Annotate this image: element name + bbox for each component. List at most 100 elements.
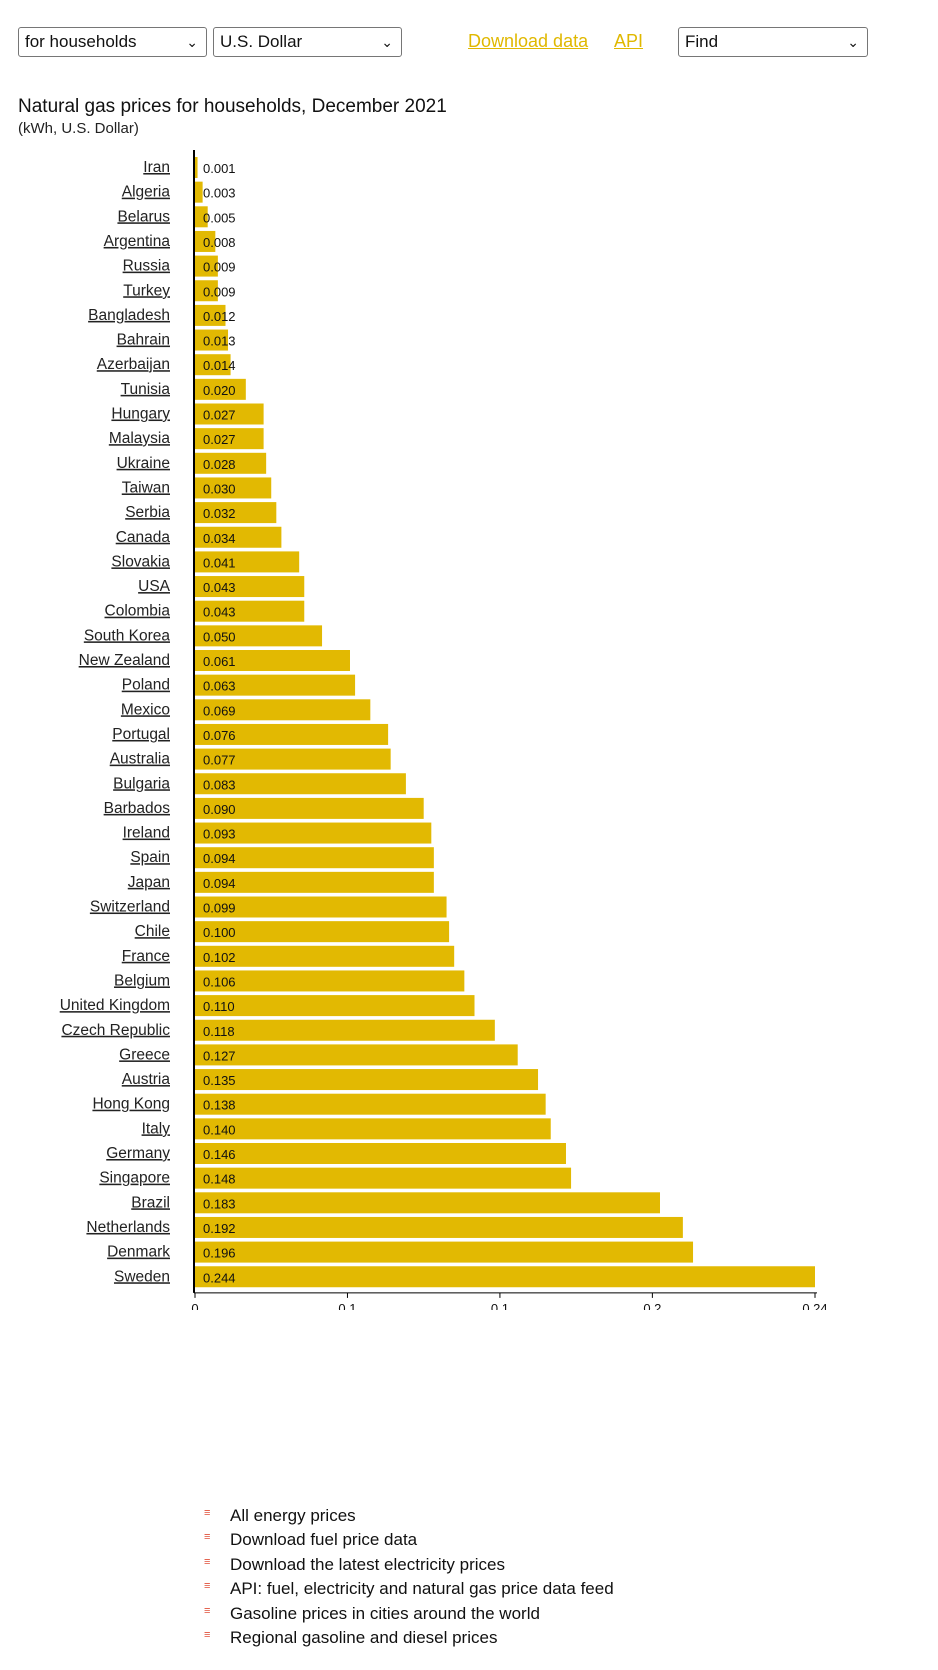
value-label: 0.083 — [203, 777, 236, 792]
bar — [195, 896, 447, 918]
bar — [195, 945, 455, 967]
country-label[interactable]: Barbados — [104, 800, 171, 817]
currency-select-value: U.S. Dollar — [220, 32, 303, 51]
x-tick-label: 0.1 — [491, 1301, 509, 1310]
value-label: 0.106 — [203, 974, 236, 989]
bar — [195, 329, 229, 351]
related-link-label[interactable]: Gasoline prices in cities around the wor… — [230, 1603, 540, 1623]
related-link-item[interactable]: ≡ Regional gasoline and diesel prices — [204, 1626, 614, 1650]
value-label: 0.032 — [203, 506, 236, 521]
related-link-item[interactable]: ≡ API: fuel, electricity and natural gas … — [204, 1577, 614, 1601]
value-label: 0.090 — [203, 802, 236, 817]
value-label: 0.009 — [203, 260, 236, 275]
country-label[interactable]: France — [122, 948, 170, 965]
related-link-item[interactable]: ≡ Download fuel price data — [204, 1528, 614, 1552]
country-label[interactable]: Azerbaijan — [97, 356, 170, 373]
country-label[interactable]: Belgium — [114, 972, 170, 989]
download-data-link[interactable]: Download data — [468, 31, 589, 51]
country-label[interactable]: Hungary — [111, 406, 170, 423]
country-label[interactable]: Canada — [116, 529, 171, 546]
country-label[interactable]: Colombia — [105, 603, 171, 620]
value-label: 0.196 — [203, 1246, 236, 1261]
country-label[interactable]: Greece — [119, 1046, 170, 1063]
bar-chart: Iran 0.001 Algeria 0.003 Belarus 0.005 Argenti… — [60, 150, 828, 1310]
bar — [195, 304, 226, 326]
bar — [195, 797, 424, 819]
country-label[interactable]: Austria — [122, 1071, 171, 1088]
country-label[interactable]: Bahrain — [117, 332, 170, 349]
country-label[interactable]: Iran — [143, 159, 170, 176]
country-label[interactable]: USA — [138, 578, 171, 595]
related-link-item[interactable]: ≡ All energy prices — [204, 1504, 614, 1528]
country-label[interactable]: Serbia — [125, 504, 170, 521]
related-link-label[interactable]: Download fuel price data — [230, 1530, 418, 1550]
country-label[interactable]: South Korea — [84, 627, 171, 644]
country-label[interactable]: Chile — [135, 923, 170, 940]
value-label: 0.013 — [203, 334, 236, 349]
country-label[interactable]: Ireland — [123, 825, 170, 842]
value-label: 0.110 — [203, 999, 235, 1014]
country-label[interactable]: Portugal — [112, 726, 170, 743]
currency-select[interactable]: U.S. Dollar ⌄ — [213, 27, 402, 57]
related-link-item[interactable]: ≡ Gasoline prices in cities around the wo… — [204, 1602, 614, 1626]
bar — [195, 354, 231, 376]
country-label[interactable]: Australia — [110, 751, 171, 768]
country-label[interactable]: Spain — [130, 849, 170, 866]
bullet-icon: ≡ — [204, 1628, 211, 1641]
value-label: 0.077 — [203, 753, 236, 768]
country-label[interactable]: Russia — [123, 258, 171, 275]
value-label: 0.043 — [203, 580, 236, 595]
country-label[interactable]: Brazil — [131, 1194, 170, 1211]
bar — [195, 452, 267, 474]
related-link-label[interactable]: All energy prices — [230, 1506, 356, 1525]
country-label[interactable]: Sweden — [114, 1268, 170, 1285]
country-label[interactable]: United Kingdom — [60, 997, 170, 1014]
country-label[interactable]: Czech Republic — [61, 1022, 170, 1039]
bar — [195, 1241, 694, 1263]
country-label[interactable]: Germany — [106, 1145, 170, 1162]
country-label[interactable]: Hong Kong — [92, 1096, 170, 1113]
related-link-label[interactable]: Regional gasoline and diesel prices — [230, 1627, 498, 1647]
value-label: 0.009 — [203, 284, 236, 299]
country-label[interactable]: Algeria — [122, 184, 171, 201]
country-label[interactable]: New Zealand — [79, 652, 170, 669]
country-label[interactable]: Italy — [142, 1120, 171, 1137]
bar — [195, 748, 391, 770]
value-label: 0.014 — [203, 358, 236, 373]
bar — [195, 1266, 815, 1288]
country-label[interactable]: Tunisia — [121, 381, 171, 398]
api-link[interactable]: API — [614, 31, 644, 51]
bullet-icon: ≡ — [204, 1507, 211, 1519]
country-label[interactable]: Poland — [122, 677, 170, 694]
bar — [195, 1192, 660, 1214]
find-select-value: Find — [685, 32, 719, 51]
related-link-label[interactable]: Download the latest electricity prices — [230, 1554, 505, 1574]
related-link-label[interactable]: API: fuel, electricity and natural gas p… — [230, 1579, 614, 1599]
value-label: 0.061 — [203, 654, 236, 669]
country-label[interactable]: Belarus — [117, 208, 170, 225]
top-controls: for households ⌄ U.S. Dollar ⌄ Download … — [18, 27, 928, 59]
country-label[interactable]: Mexico — [121, 701, 170, 718]
country-label[interactable]: Bangladesh — [88, 307, 170, 324]
country-label[interactable]: Switzerland — [90, 899, 170, 916]
type-select[interactable]: for households ⌄ — [18, 27, 207, 57]
country-label[interactable]: Bulgaria — [113, 775, 170, 792]
value-label: 0.094 — [203, 876, 236, 891]
country-label[interactable]: Slovakia — [111, 553, 170, 570]
country-label[interactable]: Ukraine — [117, 455, 170, 472]
value-label: 0.093 — [203, 827, 236, 842]
country-label[interactable]: Denmark — [107, 1244, 170, 1261]
country-label[interactable]: Malaysia — [109, 430, 171, 447]
value-label: 0.027 — [203, 432, 236, 447]
country-label[interactable]: Netherlands — [86, 1219, 170, 1236]
bar — [195, 378, 246, 400]
country-label[interactable]: Taiwan — [122, 479, 170, 496]
country-label[interactable]: Argentina — [104, 233, 171, 250]
related-link-item[interactable]: ≡ Download the latest electricity prices — [204, 1553, 614, 1577]
find-select[interactable]: Find ⌄ — [678, 27, 868, 57]
country-label[interactable]: Turkey — [123, 282, 170, 299]
value-label: 0.005 — [203, 210, 236, 225]
country-label[interactable]: Japan — [128, 874, 170, 891]
country-label[interactable]: Singapore — [99, 1170, 170, 1187]
value-label: 0.146 — [203, 1147, 236, 1162]
